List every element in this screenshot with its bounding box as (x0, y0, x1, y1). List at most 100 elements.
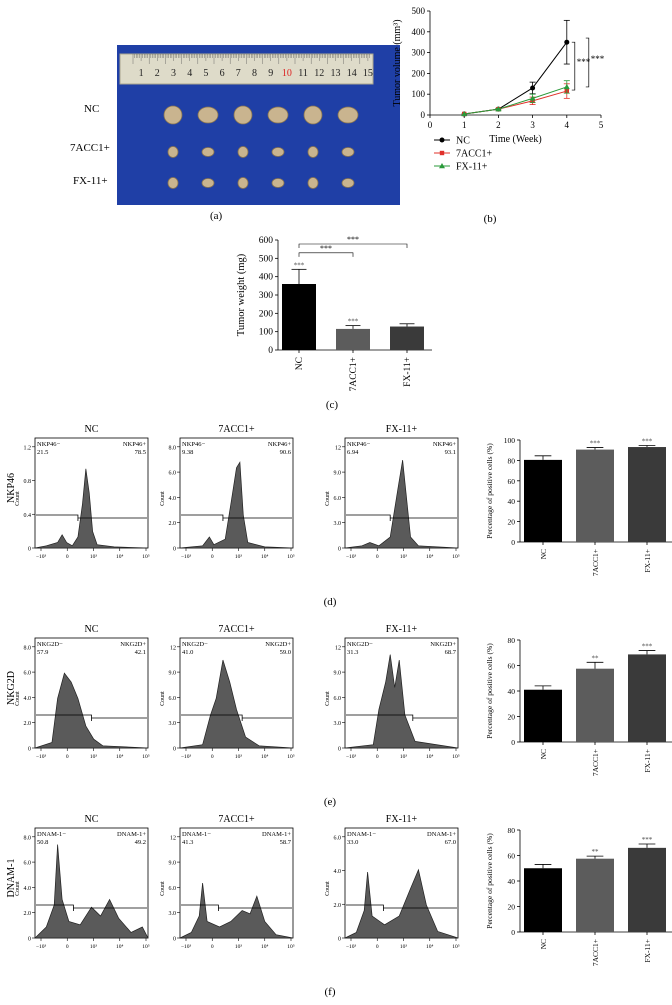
category-label: FX-11+ (403, 357, 413, 387)
sig-bracket (298, 243, 408, 248)
positive-cells-bar-chart: 0 20 40 60 80 100 Percentage of positive cells… (485, 436, 672, 576)
sig-label: *** (642, 643, 653, 651)
y-tick-label: 20 (508, 903, 516, 912)
panel-label-d: (d) (324, 596, 337, 608)
x-tick-label: −10³ (181, 554, 192, 560)
tumor-sample (341, 147, 355, 157)
x-tick-label: 3 (530, 120, 535, 130)
bar (576, 668, 614, 742)
y-tick-label: 6.0 (169, 886, 177, 892)
y-tick-label: 6.0 (334, 496, 342, 502)
legend-marker (439, 163, 445, 169)
ruler-number: 4 (187, 68, 192, 79)
y-tick-label: 20 (508, 518, 516, 527)
y-tick-label: 0 (28, 747, 31, 753)
marker-label: NKP46 (6, 473, 17, 503)
y-tick-label: 4.0 (334, 869, 342, 875)
tumor-photo: 1 2 3 4 5 6 7 8 9 10 11 12 13 14 15 (117, 45, 400, 205)
tumor-volume-line-chart: 0 100 200 300 400 500 0 1 2 3 4 5 Time (Week) Tumor v… (392, 6, 605, 225)
bar (628, 447, 666, 542)
bar (628, 847, 666, 932)
ruler-ticks (132, 54, 370, 64)
y-unit-label: Count (160, 491, 166, 506)
histogram (34, 468, 149, 549)
x-tick-label: 10⁵ (142, 754, 150, 760)
x-tick-label: 0 (211, 944, 214, 950)
x-tick-label: 10³ (235, 754, 243, 760)
ruler-number: 2 (155, 68, 160, 79)
gate-pos-label: NKP46+ (268, 441, 292, 448)
x-tick-label: 10⁴ (116, 754, 124, 760)
ruler-number: 10 (282, 68, 292, 79)
y-tick-label: 3.0 (169, 911, 177, 917)
y-tick-label: 300 (412, 48, 426, 58)
gate-neg-label: NKG2D− (37, 641, 63, 648)
bar (336, 328, 370, 350)
y-tick-label: 3.0 (334, 721, 342, 727)
panel-label-e: (e) (324, 796, 337, 808)
plot-title: NC (85, 814, 99, 825)
y-tick-label: 3.0 (334, 521, 342, 527)
histogram (344, 868, 459, 939)
gate-neg-value: 31.3 (347, 649, 358, 656)
x-tick-label: 5 (599, 120, 604, 130)
x-tick-label: 10⁴ (426, 554, 434, 560)
ruler-number: 12 (314, 68, 324, 79)
gate-neg-label: NKG2D− (182, 641, 208, 648)
gate-negative (181, 514, 224, 521)
sig-label: *** (591, 54, 605, 64)
ruler-number: 13 (331, 68, 341, 79)
gate-pos-label: NKP46+ (123, 441, 147, 448)
y-tick-label: 12 (335, 645, 341, 651)
y-unit-label: Count (325, 691, 331, 706)
gate-negative (36, 714, 92, 721)
gate-neg-value: 41.3 (182, 839, 193, 846)
y-tick-label: 0 (421, 110, 426, 120)
histogram (34, 844, 149, 939)
sig-bracket (585, 37, 590, 88)
y-tick-label: 12 (170, 835, 176, 841)
y-tick-label: 80 (508, 826, 516, 835)
plot-title: NC (85, 424, 99, 435)
y-tick-label: 0 (28, 937, 31, 943)
category-label: 7ACC1+ (591, 939, 600, 966)
gate-pos-label: DNAM-1+ (262, 831, 291, 838)
x-tick-label: 10⁴ (426, 944, 434, 950)
sig-label: *** (347, 235, 359, 244)
gate-pos-value: 67.0 (445, 839, 456, 846)
gate-negative (181, 904, 219, 911)
tumor-sample (237, 146, 249, 158)
category-label: FX-11+ (643, 939, 652, 963)
x-tick-label: 10⁵ (452, 944, 460, 950)
y-tick-label: 400 (412, 27, 426, 37)
y-tick-label: 100 (259, 328, 274, 338)
y-unit-label: Count (15, 691, 21, 706)
y-unit-label: Count (15, 881, 21, 896)
histogram (344, 459, 459, 549)
ruler-numbers: 1 2 3 4 5 6 7 8 9 10 11 12 13 14 15 (139, 68, 373, 79)
gate-neg-value: 50.8 (37, 839, 48, 846)
gate-pos-value: 78.5 (135, 449, 146, 456)
category-label: NC (295, 357, 305, 370)
gate-negative (346, 904, 384, 911)
row-label-fx11: FX-11+ (73, 175, 108, 187)
y-tick-label: 9.0 (334, 471, 342, 477)
y-tick-label: 0 (511, 538, 515, 547)
x-tick-label: −10³ (181, 754, 192, 760)
ruler-number: 7 (236, 68, 241, 79)
bar (390, 326, 424, 350)
x-tick-label: 10³ (400, 944, 408, 950)
legend-label: 7ACC1+ (456, 149, 493, 160)
x-tick-label: −10³ (36, 944, 47, 950)
tumor-sample (307, 146, 319, 158)
y-axis-label: Percentage of positive cells (%) (485, 443, 494, 539)
data-point (461, 110, 468, 117)
gate-pos-label: NKP46+ (433, 441, 457, 448)
x-tick-label: 10⁴ (116, 944, 124, 950)
row-label-nc: NC (84, 103, 100, 115)
gate-negative (346, 514, 391, 521)
x-tick-label: 0 (66, 554, 69, 560)
tumor-weight-bar-chart: 0 100 200 300 400 500 600 Tumor weight (mg) *** N… (236, 235, 432, 411)
y-tick-label: 2.0 (24, 911, 32, 917)
plot-title: 7ACC1+ (218, 814, 255, 825)
